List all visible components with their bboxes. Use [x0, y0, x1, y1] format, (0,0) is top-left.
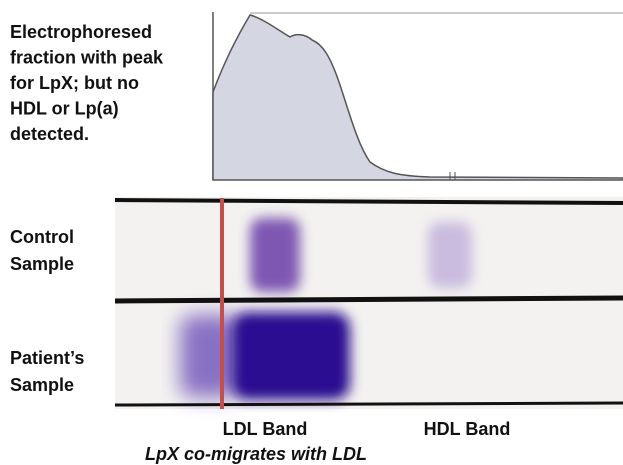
band-label: LDL Band — [223, 419, 308, 439]
trace-label: Electrophoresed — [10, 22, 152, 42]
densitometry-trace — [213, 12, 623, 180]
figure: Electrophoresed fraction with peak for LpX… — [0, 0, 623, 465]
row-label: Patient’s — [10, 348, 84, 368]
trace-label: HDL or Lp(a) — [10, 99, 119, 119]
band-label: HDL Band — [424, 419, 511, 439]
trace-label: detected. — [10, 124, 89, 144]
row-label: Sample — [10, 375, 74, 395]
row-label: Control — [10, 227, 74, 247]
gel-image — [115, 197, 623, 409]
row-label: Sample — [10, 254, 74, 274]
caption: LpX co-migrates with LDL — [145, 444, 367, 464]
trace-label: for LpX; but no — [10, 73, 139, 93]
trace-label: fraction with peak — [10, 48, 164, 68]
